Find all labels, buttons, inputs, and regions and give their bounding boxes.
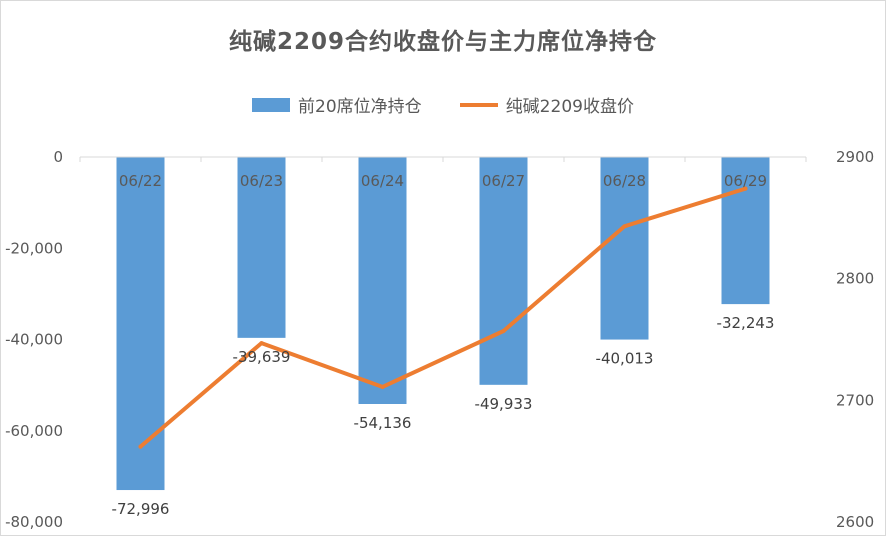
bar xyxy=(479,157,528,385)
x-tick-label: 06/22 xyxy=(119,172,162,190)
y-left-tick-label: -40,000 xyxy=(5,331,63,349)
bar xyxy=(600,157,649,340)
x-tick-label: 06/27 xyxy=(482,172,525,190)
bar xyxy=(116,157,165,491)
line-point xyxy=(380,384,385,389)
legend-label-line: 纯碱2209收盘价 xyxy=(505,97,634,117)
y-right-tick-label: 2700 xyxy=(836,391,874,409)
line-point xyxy=(259,341,264,346)
y-right-tick-label: 2900 xyxy=(836,148,874,166)
bar xyxy=(721,157,770,305)
bar-data-label: -40,013 xyxy=(596,350,654,368)
x-tick-label: 06/28 xyxy=(603,172,646,190)
chart-title: 纯碱2209合约收盘价与主力席位净持仓 xyxy=(228,29,657,55)
legend-item-bar: 前20席位净持仓 xyxy=(252,92,422,117)
bar xyxy=(237,157,286,338)
legend-swatch-line xyxy=(459,102,498,107)
bar xyxy=(358,157,407,404)
y-left-tick-label: 0 xyxy=(53,148,63,166)
legend-item-line: 纯碱2209收盘价 xyxy=(459,92,634,117)
bar-data-label: -54,136 xyxy=(354,414,412,432)
y-left-tick-label: -60,000 xyxy=(5,422,63,440)
chart-legend: 前20席位净持仓 纯碱2209收盘价 xyxy=(0,92,886,117)
legend-swatch-bar xyxy=(252,97,291,112)
line-point xyxy=(622,224,627,229)
series-line xyxy=(138,186,748,449)
bar-data-label: -32,243 xyxy=(717,314,775,332)
bar-data-label: -72,996 xyxy=(112,500,170,518)
y-right-tick-label: 2800 xyxy=(836,270,874,288)
line-point xyxy=(501,328,506,333)
line-point xyxy=(138,444,143,449)
bar-data-label: -49,933 xyxy=(475,395,533,413)
legend-label-bar: 前20席位净持仓 xyxy=(298,97,422,117)
x-tick-label: 06/24 xyxy=(361,172,404,190)
y-left-tick-label: -80,000 xyxy=(5,513,63,531)
x-tick-label: 06/23 xyxy=(240,172,283,190)
bar-data-label: -39,639 xyxy=(233,348,291,366)
line-point xyxy=(743,186,748,191)
y-left-tick-label: -20,000 xyxy=(5,239,63,257)
y-right-tick-label: 2600 xyxy=(836,513,874,531)
x-tick-label: 06/29 xyxy=(724,172,767,190)
